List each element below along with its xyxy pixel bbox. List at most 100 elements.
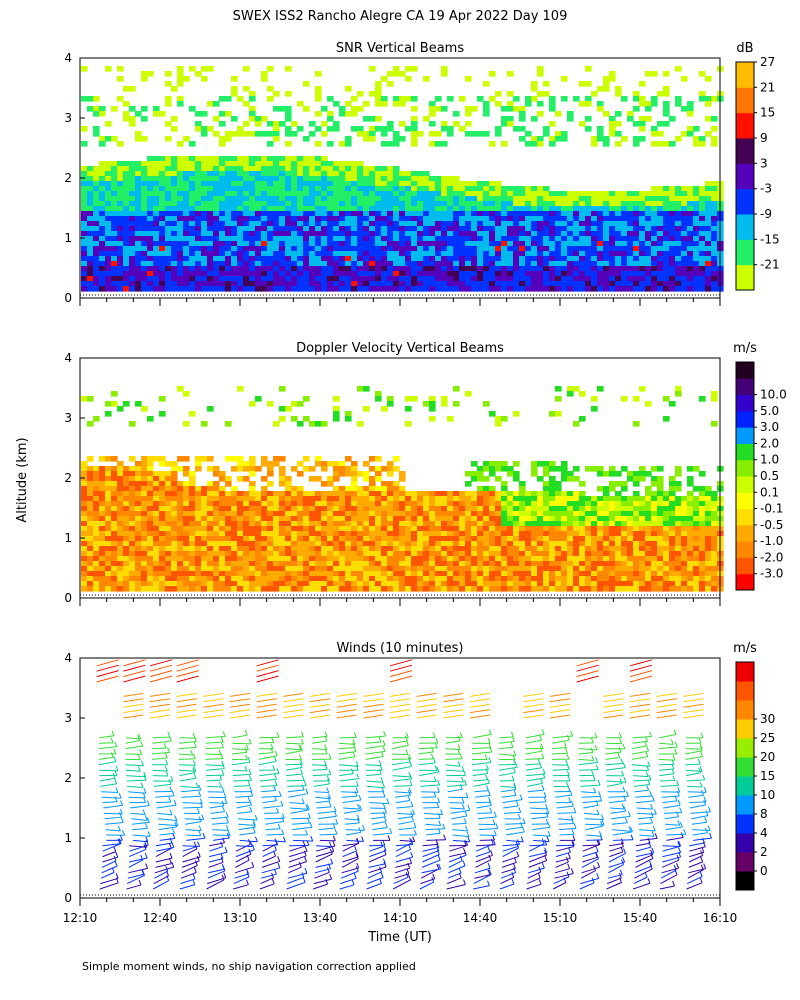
heatmap-cell	[315, 221, 322, 227]
heatmap-cell	[567, 276, 574, 282]
heatmap-cell	[249, 556, 256, 562]
heatmap-cell	[657, 196, 664, 202]
heatmap-cell	[105, 486, 112, 492]
heatmap-cell	[243, 256, 250, 262]
heatmap-cell	[141, 491, 148, 497]
heatmap-cell	[105, 226, 112, 232]
heatmap-cell	[297, 231, 304, 237]
heatmap-cell	[345, 201, 352, 207]
heatmap-cell	[495, 536, 502, 542]
heatmap-cell	[297, 576, 304, 582]
heatmap-cell	[501, 226, 508, 232]
heatmap-cell	[501, 551, 508, 557]
heatmap-cell	[261, 181, 268, 187]
heatmap-cell	[411, 576, 418, 582]
heatmap-cell	[135, 136, 142, 142]
heatmap-cell	[609, 216, 616, 222]
heatmap-cell	[351, 271, 358, 277]
heatmap-cell	[555, 206, 562, 212]
heatmap-cell	[483, 576, 490, 582]
heatmap-cell	[375, 86, 382, 92]
heatmap-cell	[381, 271, 388, 277]
heatmap-cell	[111, 161, 118, 167]
heatmap-cell	[375, 241, 382, 247]
colorbar-label: -9	[760, 207, 772, 221]
heatmap-cell	[219, 216, 226, 222]
heatmap-cell	[249, 111, 256, 117]
heatmap-cell	[633, 96, 640, 102]
heatmap-cell	[303, 81, 310, 87]
heatmap-cell	[267, 171, 274, 177]
heatmap-cell	[183, 521, 190, 527]
heatmap-cell	[333, 411, 340, 417]
heatmap-cell	[489, 546, 496, 552]
heatmap-cell	[573, 271, 580, 277]
heatmap-cell	[537, 261, 544, 267]
heatmap-cell	[249, 511, 256, 517]
heatmap-cell	[423, 226, 430, 232]
heatmap-cell	[297, 256, 304, 262]
heatmap-cell	[177, 221, 184, 227]
heatmap-cell	[711, 256, 718, 262]
heatmap-cell	[213, 546, 220, 552]
heatmap-cell	[285, 166, 292, 172]
heatmap-cell	[213, 481, 220, 487]
heatmap-cell	[93, 491, 100, 497]
heatmap-cell	[339, 176, 346, 182]
heatmap-cell	[447, 191, 454, 197]
heatmap-cell	[375, 266, 382, 272]
heatmap-cell	[381, 561, 388, 567]
heatmap-cell	[201, 111, 208, 117]
heatmap-cell	[309, 186, 316, 192]
heatmap-cell	[471, 266, 478, 272]
heatmap-cell	[699, 246, 706, 252]
heatmap-cell	[243, 271, 250, 277]
heatmap-cell	[243, 281, 250, 287]
heatmap-cell	[261, 226, 268, 232]
heatmap-cell	[153, 161, 160, 167]
heatmap-cell	[213, 531, 220, 537]
heatmap-cell	[93, 566, 100, 572]
heatmap-cell	[471, 536, 478, 542]
heatmap-cell	[495, 196, 502, 202]
heatmap-cell	[609, 251, 616, 257]
heatmap-cell	[237, 246, 244, 252]
heatmap-cell	[669, 191, 676, 197]
heatmap-cell	[501, 581, 508, 587]
heatmap-cell	[525, 211, 532, 217]
heatmap-cell	[489, 551, 496, 557]
heatmap-cell	[129, 496, 136, 502]
heatmap-cell	[135, 401, 142, 407]
heatmap-cell	[333, 416, 340, 422]
heatmap-cell	[495, 286, 502, 292]
heatmap-cell	[573, 281, 580, 287]
heatmap-cell	[705, 211, 712, 217]
heatmap-cell	[141, 476, 148, 482]
heatmap-cell	[615, 236, 622, 242]
heatmap-cell	[621, 136, 628, 142]
heatmap-cell	[393, 276, 400, 282]
heatmap-cell	[81, 481, 88, 487]
heatmap-cell	[459, 281, 466, 287]
heatmap-cell	[351, 571, 358, 577]
heatmap-cell	[405, 196, 412, 202]
heatmap-cell	[153, 236, 160, 242]
heatmap-cell	[111, 571, 118, 577]
heatmap-cell	[321, 546, 328, 552]
heatmap-cell	[531, 266, 538, 272]
heatmap-cell	[525, 566, 532, 572]
heatmap-cell	[411, 521, 418, 527]
heatmap-cell	[537, 101, 544, 107]
heatmap-cell	[363, 186, 370, 192]
heatmap-cell	[111, 511, 118, 517]
heatmap-cell	[309, 121, 316, 127]
heatmap-cell	[129, 261, 136, 267]
heatmap-cell	[369, 526, 376, 532]
heatmap-cell	[93, 536, 100, 542]
heatmap-cell	[369, 251, 376, 257]
heatmap-cell	[327, 286, 334, 292]
heatmap-cell	[339, 516, 346, 522]
heatmap-cell	[339, 276, 346, 282]
heatmap-cell	[573, 286, 580, 292]
heatmap-cell	[489, 511, 496, 517]
